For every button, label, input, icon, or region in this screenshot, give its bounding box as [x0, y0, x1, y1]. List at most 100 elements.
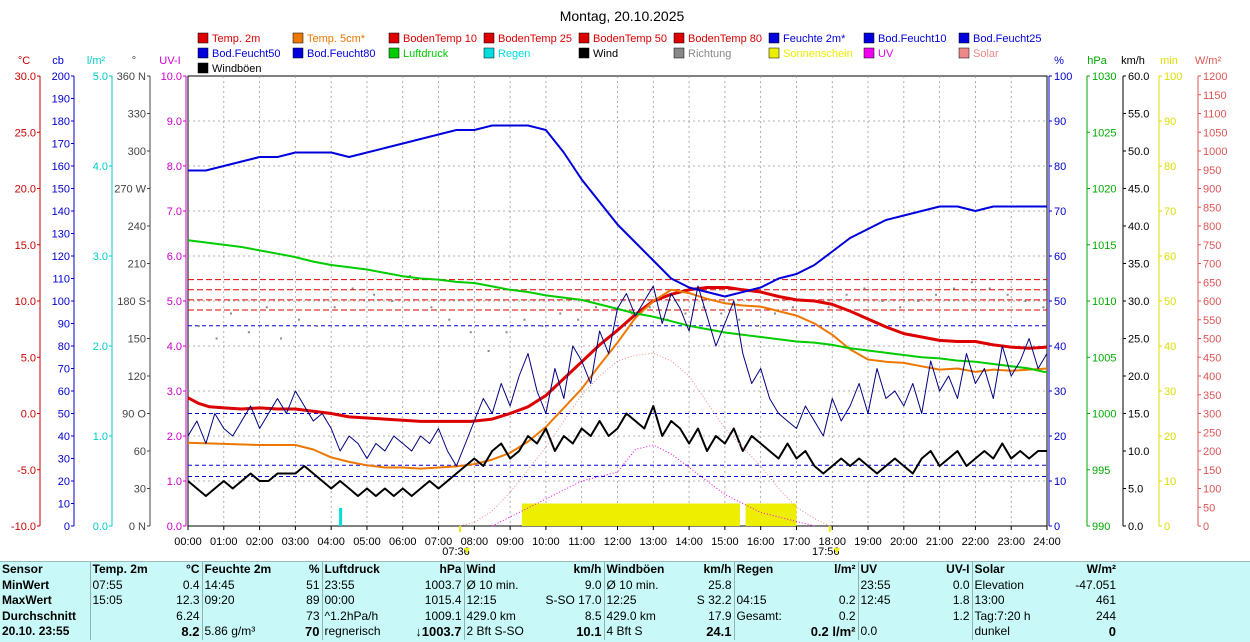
x-axis-tick-label: 20:00 — [890, 536, 918, 548]
legend-item: Richtung — [673, 47, 731, 60]
series-line — [459, 352, 830, 527]
stats-cell: 1.2 — [952, 608, 970, 623]
x-axis-tick-label: 24:00 — [1033, 536, 1061, 548]
stats-cell: 14:45 — [201, 577, 278, 593]
x-axis-tick-label: 09:00 — [496, 536, 524, 548]
right-axis-tick-label: 30.0 — [1128, 296, 1149, 308]
left-axis-tick-label: 0 — [64, 521, 70, 533]
legend-label: Luftdruck — [403, 48, 449, 60]
direction-point — [738, 318, 741, 321]
legend-item: Luftdruck — [388, 47, 449, 60]
left-axis-tick-label: 40 — [58, 431, 70, 443]
stats-cell: 12:15 — [463, 593, 542, 609]
stats-row: MinWert 07:55 0.4 14:45 51 23:55 1003.7 Ø 10 mi… — [0, 577, 1250, 593]
axis-unit-label: ° — [132, 55, 136, 67]
stats-cell: Luftdruck — [321, 562, 400, 578]
sunset-icon — [833, 548, 840, 554]
right-axis-tick-label: 900 — [1203, 184, 1221, 196]
right-axis-tick-label: 100 — [1203, 484, 1221, 496]
right-axis-tick-label: 100 — [1054, 71, 1072, 83]
right-axis-tick-label: 700 — [1203, 259, 1221, 271]
direction-point — [487, 350, 490, 352]
legend-swatch — [292, 47, 304, 59]
stats-cell: 5.86 g/m³ — [201, 624, 278, 640]
stats-cell: 0 — [1108, 624, 1116, 640]
right-axis-tick-label: 800 — [1203, 221, 1221, 233]
right-axis-tick-label: 35.0 — [1128, 259, 1149, 271]
axis-unit-label: cb — [52, 55, 64, 67]
stats-cell: 244 — [1095, 608, 1116, 623]
left-axis-tick-label: 1.0 — [93, 431, 108, 443]
legend-item: Feuchte 2m* — [768, 32, 846, 45]
stats-cell: 12:45 — [857, 593, 922, 609]
stats-cell: 70 — [305, 624, 320, 640]
legend-label: Bod.Feucht50 — [212, 48, 281, 60]
direction-point — [408, 275, 411, 277]
left-axis-tick-label: 2.0 — [93, 341, 108, 353]
left-axis-tick-label: 30.0 — [15, 71, 36, 83]
right-axis-tick-label: 1020 — [1092, 184, 1116, 196]
left-axis-tick-label: 15.0 — [15, 240, 36, 252]
x-axis-tick-label: 19:00 — [854, 536, 882, 548]
direction-point — [333, 306, 336, 309]
stats-cell: 15:05 — [89, 593, 152, 609]
direction-point — [881, 300, 884, 302]
right-axis-tick-label: 0 — [1164, 521, 1170, 533]
direction-point — [469, 331, 472, 334]
left-axis-tick-label: 4.0 — [167, 341, 182, 353]
x-axis-tick-label: 15:00 — [711, 536, 739, 548]
axis-unit-label: km/h — [1121, 55, 1145, 67]
left-axes: -10.0 -5.0 0.0 5.0 10.0 15.0 20.0 25.0 30.0 0 10 20… — [11, 71, 187, 533]
right-axis-tick-label: 55.0 — [1128, 109, 1149, 121]
stats-cell: MaxWert — [2, 593, 52, 608]
legend-swatch — [958, 47, 970, 59]
right-axis-tick-label: 90 — [1054, 116, 1066, 128]
stats-cell: km/h — [703, 562, 732, 577]
direction-point — [430, 306, 433, 309]
stats-cell: 0.0 — [857, 624, 922, 640]
left-axis-tick-label: 30 — [58, 454, 70, 466]
legend-item: BodenTemp 80 — [673, 32, 762, 45]
series-line — [187, 288, 1048, 470]
legend-item: BodenTemp 10 — [388, 32, 477, 45]
x-axis-tick-label: 00:00 — [174, 536, 202, 548]
stats-cell: 04:15 — [733, 593, 800, 609]
legend-swatch — [768, 47, 780, 59]
left-axis-tick-label: 330 — [128, 109, 146, 121]
stats-cell: Wind — [463, 562, 542, 578]
sunrise-label: 07:36 — [442, 546, 470, 558]
left-axis-tick-label: 150 — [52, 184, 70, 196]
right-axis-tick-label: 100 — [1164, 71, 1182, 83]
legend-swatch — [958, 32, 970, 44]
stats-cell: 12:25 — [603, 593, 680, 609]
left-axis-tick-label: 20.0 — [15, 184, 36, 196]
direction-point — [229, 312, 232, 315]
direction-point — [935, 293, 938, 296]
direction-point — [1024, 300, 1027, 302]
direction-point — [577, 318, 580, 321]
left-axis-tick-label: 50 — [58, 409, 70, 421]
stats-row: 20.10. 23:55 8.2 5.86 g/m³ 70 regnerisch ↓100… — [0, 624, 1250, 640]
legend-swatch — [863, 47, 875, 59]
left-axis-tick-label: 3.0 — [93, 251, 108, 263]
series-line — [187, 285, 1048, 467]
legend-label: BodenTemp 80 — [688, 33, 762, 45]
left-axis-tick-label: 150 — [128, 334, 146, 346]
legend-item: BodenTemp 25 — [483, 32, 572, 45]
left-axis-tick-label: 110 — [52, 274, 70, 286]
x-axis-tick-label: 13:00 — [640, 536, 668, 548]
right-axis-tick-label: 50.0 — [1128, 146, 1149, 158]
direction-point — [448, 318, 451, 321]
stats-cell — [89, 608, 152, 624]
stats-cell — [733, 577, 800, 593]
right-axis-tick-label: 650 — [1203, 277, 1221, 289]
stats-row: Sensor Temp. 2m °C Feuchte 2m% Luftdruck hPa W… — [0, 562, 1250, 578]
legend-item: Bod.Feucht25 — [958, 32, 1042, 45]
rain-bar — [339, 508, 343, 526]
stats-cell: 13:00 — [971, 593, 1048, 609]
right-axis-tick-label: 20 — [1164, 431, 1176, 443]
stats-cell: MinWert — [2, 577, 50, 592]
direction-point — [1006, 293, 1009, 296]
right-axis-tick-label: 0 — [1203, 521, 1209, 533]
left-axis-tick-label: 270 W — [114, 184, 146, 196]
